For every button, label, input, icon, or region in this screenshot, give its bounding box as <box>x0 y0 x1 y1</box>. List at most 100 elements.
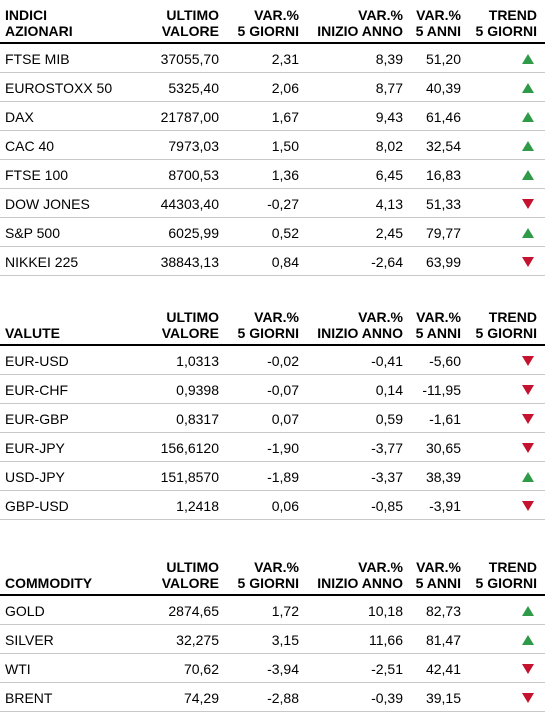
row-var-5d: 0,07 <box>271 411 299 427</box>
header-trend: TREND 5 GIORNI <box>475 7 537 39</box>
row-name: EUR-GBP <box>5 411 69 427</box>
row-last-value: 156,6120 <box>160 440 219 456</box>
trend-up-icon <box>522 635 534 645</box>
row-name: SILVER <box>5 632 54 648</box>
row-var-5y: 40,39 <box>425 80 461 96</box>
trend-up-icon <box>522 83 534 93</box>
table-row: EUROSTOXX 50 5325,40 2,06 8,77 40,39 <box>0 73 545 102</box>
row-var-5d: 2,06 <box>271 80 299 96</box>
table-header: COMMODITY ULTIMO VALORE VAR.% 5 GIORNI VAR.… <box>0 552 545 596</box>
row-var-ytd: 9,43 <box>375 109 403 125</box>
row-var-ytd: 11,66 <box>369 632 403 648</box>
row-name: EUROSTOXX 50 <box>5 80 113 96</box>
table-row: EUR-JPY 156,6120 -1,90 -3,77 30,65 <box>0 433 545 462</box>
trend-down-icon <box>522 385 534 395</box>
header-name: VALUTE <box>5 325 60 341</box>
table-row: DAX 21787,00 1,67 9,43 61,46 <box>0 102 545 131</box>
header-var-5y: VAR.% 5 ANNI <box>415 559 461 591</box>
table-row: NIKKEI 225 38843,13 0,84 -2,64 63,99 <box>0 247 545 276</box>
trend-up-icon <box>522 170 534 180</box>
trend-down-icon <box>522 199 534 209</box>
row-last-value: 21787,00 <box>160 109 219 125</box>
row-var-5d: 1,50 <box>271 138 299 154</box>
header-var-5d: VAR.% 5 GIORNI <box>237 309 299 341</box>
trend-up-icon <box>522 112 534 122</box>
header-name: INDICI AZIONARI <box>5 7 73 39</box>
trend-up-icon <box>522 141 534 151</box>
table-row: DOW JONES 44303,40 -0,27 4,13 51,33 <box>0 189 545 218</box>
row-last-value: 38843,13 <box>160 254 219 270</box>
table-row: GOLD 2874,65 1,72 10,18 82,73 <box>0 596 545 625</box>
row-name: EUR-JPY <box>5 440 65 456</box>
row-name: DOW JONES <box>5 196 90 212</box>
header-trend: TREND 5 GIORNI <box>475 559 537 591</box>
row-var-5d: -1,90 <box>267 440 299 456</box>
row-last-value: 70,62 <box>183 661 219 677</box>
currencies-table: VALUTE ULTIMO VALORE VAR.% 5 GIORNI VAR.% I… <box>0 302 545 520</box>
row-last-value: 32,275 <box>176 632 219 648</box>
row-var-5d: 0,84 <box>271 254 299 270</box>
row-name: BRENT <box>5 690 53 706</box>
row-var-ytd: -2,51 <box>371 661 403 677</box>
row-var-ytd: 8,02 <box>375 138 403 154</box>
table-body: GOLD 2874,65 1,72 10,18 82,73 SILVER 32,275 3,1… <box>0 596 545 712</box>
row-var-5d: 3,15 <box>271 632 299 648</box>
row-var-ytd: 2,45 <box>375 225 403 241</box>
row-var-ytd: 8,39 <box>375 51 403 67</box>
row-var-ytd: -3,37 <box>371 469 403 485</box>
row-var-5d: -0,07 <box>267 382 299 398</box>
table-row: USD-JPY 151,8570 -1,89 -3,37 38,39 <box>0 462 545 491</box>
row-name: USD-JPY <box>5 469 65 485</box>
trend-down-icon <box>522 501 534 511</box>
row-var-5y: 79,77 <box>425 225 461 241</box>
row-var-5y: 16,83 <box>425 167 461 183</box>
row-last-value: 37055,70 <box>160 51 219 67</box>
row-last-value: 1,2418 <box>176 498 219 514</box>
indices-table: INDICI AZIONARI ULTIMO VALORE VAR.% 5 GIOR… <box>0 0 545 276</box>
row-name: NIKKEI 225 <box>5 254 79 270</box>
row-var-ytd: 6,45 <box>375 167 403 183</box>
row-var-5d: -3,94 <box>267 661 299 677</box>
row-last-value: 151,8570 <box>160 469 219 485</box>
header-last-value: ULTIMO VALORE <box>161 309 219 341</box>
trend-down-icon <box>522 443 534 453</box>
row-var-5y: 51,20 <box>425 51 461 67</box>
row-var-5y: -11,95 <box>422 382 461 398</box>
table-row: BRENT 74,29 -2,88 -0,39 39,15 <box>0 683 545 712</box>
row-name: DAX <box>5 109 34 125</box>
trend-down-icon <box>522 693 534 703</box>
header-trend: TREND 5 GIORNI <box>475 309 537 341</box>
trend-up-icon <box>522 472 534 482</box>
row-name: EUR-USD <box>5 353 69 369</box>
row-var-ytd: -0,41 <box>371 353 403 369</box>
table-header: VALUTE ULTIMO VALORE VAR.% 5 GIORNI VAR.% I… <box>0 302 545 346</box>
header-var-ytd: VAR.% INIZIO ANNO <box>317 7 403 39</box>
table-body: EUR-USD 1,0313 -0,02 -0,41 -5,60 EUR-CHF 0,939… <box>0 346 545 520</box>
table-header: INDICI AZIONARI ULTIMO VALORE VAR.% 5 GIOR… <box>0 0 545 44</box>
trend-up-icon <box>522 228 534 238</box>
row-var-5y: 61,46 <box>425 109 461 125</box>
row-var-5d: -2,88 <box>267 690 299 706</box>
row-name: FTSE MIB <box>5 51 70 67</box>
row-name: S&P 500 <box>5 225 61 241</box>
row-var-5y: 38,39 <box>425 469 461 485</box>
row-var-5d: -0,02 <box>267 353 299 369</box>
row-name: CAC 40 <box>5 138 55 154</box>
row-var-5y: -5,60 <box>429 353 461 369</box>
table-row: EUR-USD 1,0313 -0,02 -0,41 -5,60 <box>0 346 545 375</box>
table-row: GBP-USD 1,2418 0,06 -0,85 -3,91 <box>0 491 545 520</box>
row-var-5d: 0,52 <box>271 225 299 241</box>
header-var-ytd: VAR.% INIZIO ANNO <box>317 559 403 591</box>
trend-down-icon <box>522 414 534 424</box>
table-row: EUR-CHF 0,9398 -0,07 0,14 -11,95 <box>0 375 545 404</box>
row-var-5d: 1,67 <box>271 109 299 125</box>
row-name: GBP-USD <box>5 498 69 514</box>
row-var-5y: 82,73 <box>425 603 461 619</box>
row-var-5d: 1,36 <box>271 167 299 183</box>
row-var-5y: -3,91 <box>429 498 461 514</box>
row-last-value: 6025,99 <box>168 225 219 241</box>
row-var-5y: 30,65 <box>425 440 461 456</box>
row-var-ytd: -0,85 <box>371 498 403 514</box>
row-var-5y: 51,33 <box>425 196 461 212</box>
row-var-5d: 1,72 <box>271 603 299 619</box>
